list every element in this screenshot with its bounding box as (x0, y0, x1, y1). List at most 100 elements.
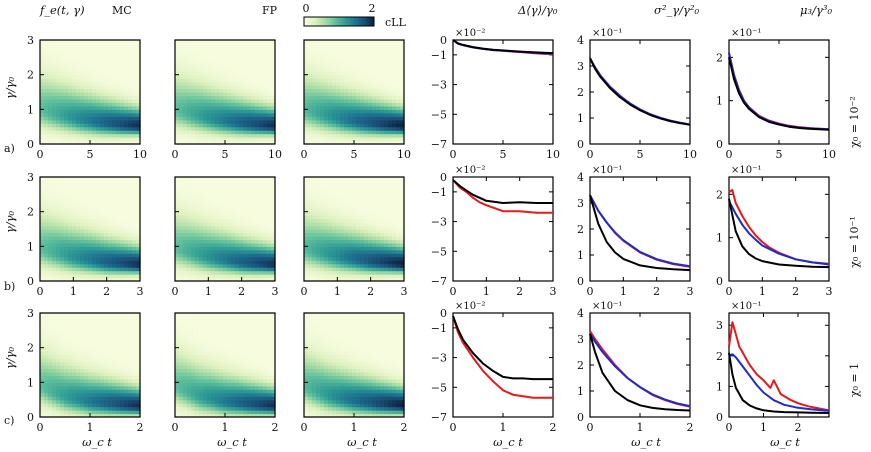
heatmap-cell (215, 239, 220, 244)
heatmap-cell (136, 215, 141, 220)
heatmap-cell (132, 137, 137, 142)
heatmap-cell (376, 225, 381, 230)
heatmap-cell (203, 267, 208, 272)
heatmap-cell (368, 190, 373, 195)
heatmap-cell (320, 239, 325, 244)
heatmap-cell (380, 218, 385, 223)
heatmap-cell (195, 126, 200, 131)
heatmap-cell (120, 201, 125, 206)
series-line (452, 179, 553, 214)
heatmap-cell (396, 222, 401, 227)
heatmap-cell (68, 50, 73, 55)
y-tick-label: −3 (431, 79, 447, 92)
heatmap-cell (132, 222, 137, 227)
heatmap-cell (56, 368, 61, 373)
heatmap-cell (223, 112, 228, 117)
heatmap-cell (328, 92, 333, 97)
heatmap-cell (207, 270, 212, 275)
heatmap-cell (64, 399, 69, 404)
heatmap-cell (364, 201, 369, 206)
heatmap-cell (60, 218, 65, 223)
heatmap-cell (120, 112, 125, 117)
heatmap-cell (80, 130, 85, 135)
heatmap-cell (392, 177, 397, 182)
heatmap-cell (88, 256, 93, 261)
heatmap-cell (223, 88, 228, 93)
heatmap-cell (183, 74, 188, 79)
heatmap-cell (231, 119, 236, 124)
heatmap-cell (396, 78, 401, 83)
heatmap-cell (263, 53, 268, 58)
heatmap-cell (100, 229, 105, 234)
heatmap-cell (68, 274, 73, 279)
heatmap-cell (223, 232, 228, 237)
heatmap-cell (132, 81, 137, 86)
heatmap-cell (64, 249, 69, 254)
heatmap-cell (92, 67, 97, 72)
heatmap-cell (356, 53, 361, 58)
heatmap-cell (251, 229, 256, 234)
heatmap-cell (187, 204, 192, 209)
heatmap-cell (76, 208, 81, 213)
heatmap-cell (124, 50, 129, 55)
heatmap-cell (175, 43, 180, 48)
heatmap-cell (68, 46, 73, 51)
heatmap-cell (187, 218, 192, 223)
heatmap-cell (203, 197, 208, 202)
heatmap-cell (259, 253, 264, 258)
heatmap-cell (136, 249, 141, 254)
heatmap-cell (356, 88, 361, 93)
heatmap-cell (388, 183, 393, 188)
heatmap-cell (267, 222, 272, 227)
heatmap-cell (340, 126, 345, 131)
heatmap-cell (96, 180, 101, 185)
heatmap-cell (396, 64, 401, 69)
heatmap-cell (187, 109, 192, 114)
heatmap-cell (328, 123, 333, 128)
heatmap-cell (72, 190, 77, 195)
heatmap-cell (40, 385, 45, 390)
heatmap-cell (227, 267, 232, 272)
heatmap-cell (263, 256, 268, 261)
heatmap-cell (215, 180, 220, 185)
heatmap-cell (235, 183, 240, 188)
heatmap-cell (223, 260, 228, 265)
heatmap-cell (352, 53, 357, 58)
heatmap-cell (263, 123, 268, 128)
heatmap-cell (124, 60, 129, 65)
heatmap-cell (360, 222, 365, 227)
heatmap-cell (392, 183, 397, 188)
heatmap-cell (128, 116, 133, 121)
heatmap-cell (243, 239, 248, 244)
heatmap-cell (263, 57, 268, 62)
heatmap-cell (227, 242, 232, 247)
heatmap-cell (44, 368, 49, 373)
heatmap-cell (179, 137, 184, 142)
heatmap-cell (380, 211, 385, 216)
heatmap-cell (52, 242, 57, 247)
heatmap-cell (191, 239, 196, 244)
heatmap-cell (48, 382, 53, 387)
heatmap-cell (52, 211, 57, 216)
heatmap-cell (60, 211, 65, 216)
heatmap-cell (60, 368, 65, 373)
x-tick-label: 2 (238, 285, 245, 298)
heatmap-cell (104, 197, 109, 202)
heatmap-cell (44, 256, 49, 261)
heatmap-cell (60, 187, 65, 192)
heatmap-cell (388, 270, 393, 275)
heatmap-cell (179, 229, 184, 234)
heatmap-cell (120, 249, 125, 254)
heatmap-cell (52, 60, 57, 65)
heatmap-cell (88, 71, 93, 76)
heatmap-cell (372, 235, 377, 240)
heatmap-cell (223, 208, 228, 213)
heatmap-cell (48, 316, 53, 321)
heatmap-cell (267, 239, 272, 244)
heatmap-cell (52, 410, 57, 415)
heatmap-cell (76, 253, 81, 258)
heatmap-cell (316, 187, 321, 192)
heatmap-cell (247, 208, 252, 213)
heatmap-cell (271, 190, 276, 195)
heatmap-cell (227, 46, 232, 51)
